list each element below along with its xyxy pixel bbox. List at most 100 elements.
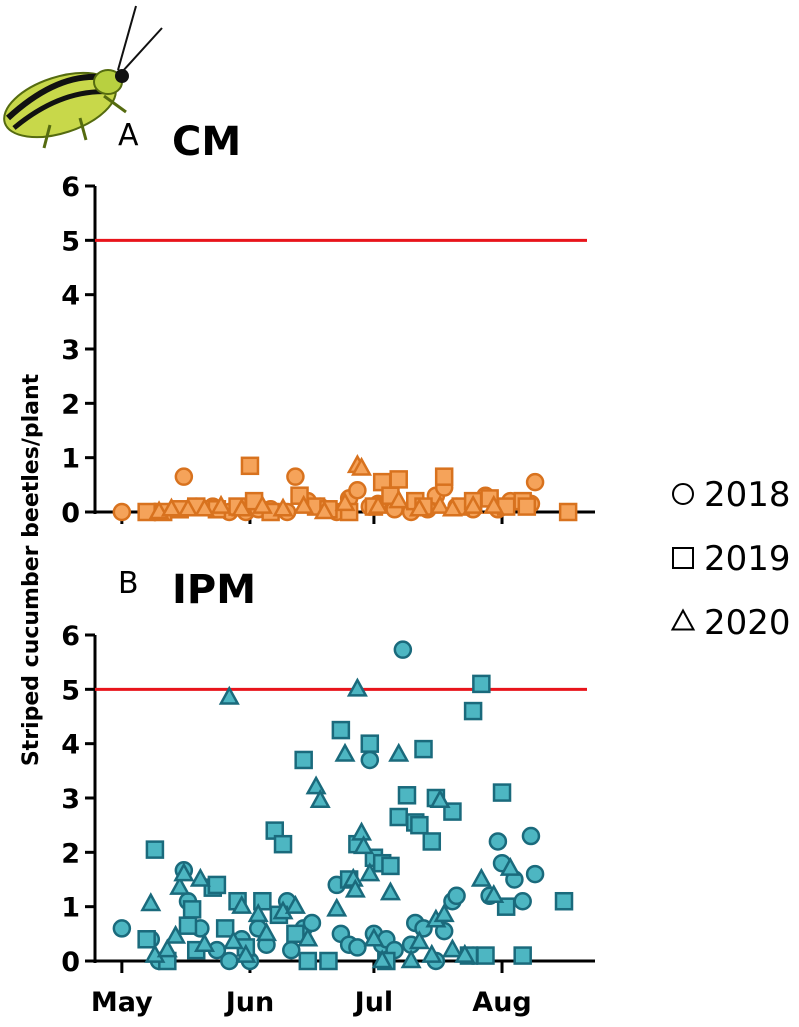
point <box>334 742 356 762</box>
point <box>389 470 408 489</box>
point <box>348 938 367 957</box>
point <box>165 924 187 944</box>
point <box>371 949 393 969</box>
point <box>240 456 260 476</box>
point <box>309 788 331 808</box>
point <box>305 775 327 795</box>
point <box>492 783 512 802</box>
point <box>193 497 216 517</box>
y-tick-label: 6 <box>61 172 80 203</box>
point <box>367 494 389 514</box>
y-axis-label: Striped cucumber beetles/plant <box>19 373 44 766</box>
point <box>558 502 578 522</box>
point <box>251 494 273 514</box>
point <box>231 497 253 517</box>
point <box>145 840 165 859</box>
y-tick-label: 2 <box>61 389 80 420</box>
x-tick-label: Aug <box>472 987 531 1018</box>
point <box>433 903 455 923</box>
point <box>379 881 401 901</box>
point <box>351 456 373 476</box>
point <box>472 674 491 694</box>
point <box>441 497 463 517</box>
point <box>189 867 211 887</box>
point <box>360 734 380 753</box>
point <box>525 472 545 492</box>
point <box>218 685 240 705</box>
point <box>313 500 335 520</box>
panel-label: B <box>118 566 139 601</box>
point <box>182 900 202 919</box>
point <box>499 856 521 876</box>
point <box>282 940 301 960</box>
point <box>429 494 451 514</box>
y-tick-label: 5 <box>61 675 80 706</box>
legend-marker <box>672 483 694 505</box>
x-tick-label: May <box>91 987 153 1018</box>
point <box>348 481 367 500</box>
point <box>140 892 162 912</box>
point <box>434 467 454 486</box>
x-tick-label: Jul <box>353 987 394 1018</box>
point <box>408 497 430 517</box>
y-tick-label: 3 <box>61 335 80 366</box>
point <box>160 497 182 517</box>
point <box>210 494 232 514</box>
y-tick-label: 2 <box>61 838 80 869</box>
point <box>393 640 413 659</box>
point <box>169 875 191 895</box>
point <box>429 788 451 808</box>
point <box>400 949 422 969</box>
legend-label: 2020 <box>704 603 791 643</box>
point <box>193 932 216 952</box>
point <box>112 919 132 938</box>
y-tick-label: 4 <box>61 281 80 312</box>
point <box>525 864 545 884</box>
point <box>220 951 239 971</box>
point <box>331 720 351 740</box>
point <box>207 875 227 895</box>
y-tick-label: 3 <box>61 784 80 815</box>
point <box>156 938 178 958</box>
point <box>112 502 132 522</box>
point <box>421 943 443 963</box>
point <box>302 913 322 933</box>
point <box>462 494 484 514</box>
point <box>476 946 495 965</box>
point <box>470 867 492 887</box>
y-tick-label: 6 <box>61 621 80 652</box>
point <box>222 930 244 950</box>
point <box>298 951 318 971</box>
y-tick-label: 5 <box>61 226 80 257</box>
point <box>255 922 278 942</box>
beetle-icon <box>3 5 163 149</box>
point <box>344 878 366 898</box>
point <box>178 916 198 935</box>
point <box>326 897 348 917</box>
point <box>334 492 356 512</box>
point <box>483 494 505 514</box>
x-tick-label: Jun <box>224 987 275 1018</box>
panel-title: IPM <box>172 567 256 613</box>
point <box>422 832 442 851</box>
point <box>286 924 305 944</box>
point <box>521 826 541 846</box>
point <box>513 946 532 965</box>
point <box>513 891 532 911</box>
panel-label: A <box>118 118 139 153</box>
point <box>177 497 199 517</box>
y-tick-label: 1 <box>61 444 80 475</box>
legend-marker <box>670 608 696 631</box>
point <box>447 886 466 906</box>
point <box>346 677 368 697</box>
point <box>247 903 269 923</box>
point <box>410 815 429 835</box>
point <box>483 884 505 904</box>
point <box>351 821 373 841</box>
point <box>488 832 508 851</box>
point <box>231 894 253 914</box>
point <box>284 894 306 914</box>
point <box>137 930 156 949</box>
legend-marker <box>672 547 694 569</box>
